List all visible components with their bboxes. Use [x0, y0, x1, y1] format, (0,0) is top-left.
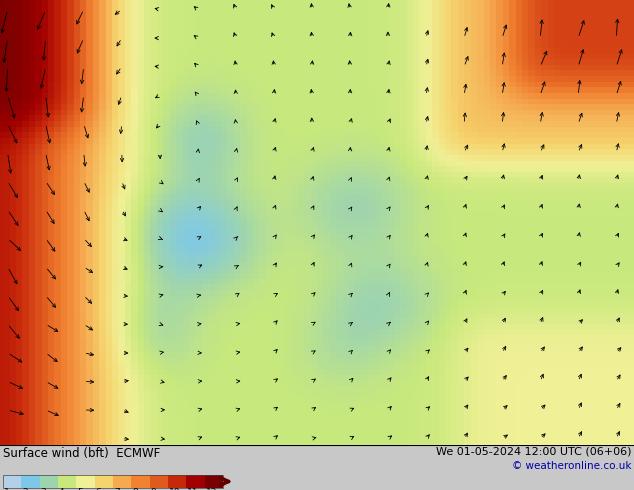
Text: 9: 9 [151, 489, 157, 490]
Bar [168, 475, 186, 488]
Bar [40, 475, 58, 488]
Text: 3: 3 [41, 489, 46, 490]
Text: 1: 1 [4, 489, 10, 490]
Text: 5: 5 [77, 489, 83, 490]
Bar [76, 475, 94, 488]
Bar [113, 475, 131, 488]
Text: 6: 6 [96, 489, 101, 490]
Bar [205, 475, 223, 488]
Text: © weatheronline.co.uk: © weatheronline.co.uk [512, 461, 631, 471]
Bar [186, 475, 205, 488]
Bar [3, 475, 223, 488]
Text: 2: 2 [22, 489, 28, 490]
Bar [131, 475, 150, 488]
Bar [22, 475, 40, 488]
Text: We 01-05-2024 12:00 UTC (06+06): We 01-05-2024 12:00 UTC (06+06) [436, 447, 631, 457]
Text: 7: 7 [114, 489, 120, 490]
Text: 11: 11 [187, 489, 199, 490]
Text: 10: 10 [169, 489, 181, 490]
Bar [150, 475, 168, 488]
Bar [94, 475, 113, 488]
Text: 4: 4 [59, 489, 65, 490]
Bar [3, 475, 22, 488]
Text: 12: 12 [205, 489, 217, 490]
Text: 8: 8 [133, 489, 138, 490]
Text: Surface wind (bft)  ECMWF: Surface wind (bft) ECMWF [3, 447, 160, 460]
Bar [58, 475, 76, 488]
